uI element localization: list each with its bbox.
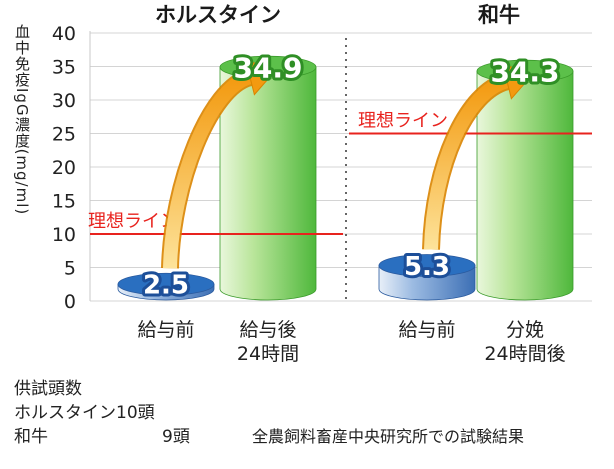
- group-title: 和牛: [478, 3, 520, 27]
- arrow-shaft: [424, 74, 510, 250]
- x-category-label: 分娩 24時間後: [484, 319, 565, 365]
- y-tick-label: 5: [64, 258, 76, 280]
- bar: [476, 70, 574, 301]
- bars: [117, 55, 574, 301]
- footer-source: 全農飼料畜産中央研究所での試験結果: [252, 427, 525, 446]
- y-tick-label: 25: [52, 124, 76, 146]
- y-tick-label: 40: [52, 23, 76, 45]
- bar-top: [117, 272, 215, 296]
- ideal-line-label: 理想ライン: [88, 211, 178, 232]
- x-category-label: 給与前: [137, 319, 194, 341]
- footer-holstein-count: ホルスタイン10頭: [14, 403, 155, 423]
- bar-top: [378, 254, 476, 277]
- y-tick-label: 10: [52, 224, 76, 246]
- x-category-label: 給与前: [398, 319, 455, 341]
- y-axis-label: 血中免疫IgG濃度(mg/ml): [13, 24, 31, 216]
- group-title: ホルスタイン: [155, 3, 281, 27]
- y-tick-label: 30: [52, 90, 76, 112]
- footer-wagyu-label: 和牛: [14, 427, 48, 447]
- bar: [219, 66, 317, 301]
- arrow-head: [501, 62, 534, 100]
- bar-value-label: 2.5: [143, 271, 189, 301]
- footer-heading: 供試頭数: [14, 379, 82, 399]
- arrow-head: [244, 58, 277, 96]
- y-tick-label: 15: [52, 191, 76, 213]
- y-tick-label: 20: [52, 157, 76, 179]
- bar-value-outline: 34.9: [233, 51, 302, 84]
- footer-wagyu-count: 9頭: [162, 427, 190, 447]
- bar-value-outline: 2.5: [143, 271, 189, 301]
- y-tick-label: 35: [52, 57, 76, 79]
- bar-value-label: 34.9: [233, 51, 302, 84]
- y-tick-label: 0: [64, 291, 76, 313]
- ideal-line-label: 理想ライン: [358, 111, 448, 132]
- bar-value-outline: 34.3: [490, 55, 559, 88]
- bar-value-label: 5.3: [404, 252, 450, 282]
- arrow-shaft: [163, 70, 253, 269]
- x-category-label: 給与後 24時間: [237, 319, 299, 365]
- bar-value-label: 34.3: [490, 55, 559, 88]
- bar-value-outline: 5.3: [404, 252, 450, 282]
